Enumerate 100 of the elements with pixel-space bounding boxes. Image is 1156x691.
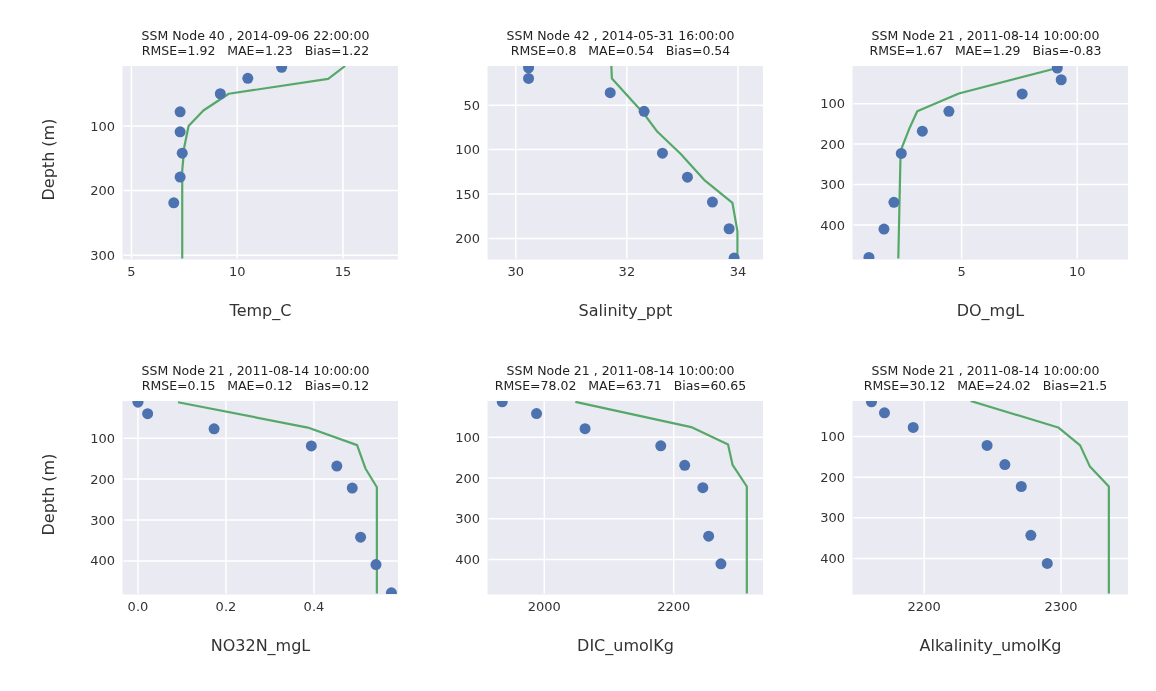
y-axis-title: Depth (m) <box>39 453 59 536</box>
x-tick-label: 30 <box>507 264 525 280</box>
x-tick-label: 0.4 <box>303 599 325 615</box>
point <box>174 106 186 118</box>
point <box>208 423 220 435</box>
chart-subtitle: RMSE=30.12 MAE=24.02 Bias=21.5 <box>862 378 1109 393</box>
x-axis-title: Salinity_ppt <box>577 301 674 320</box>
x-tick-label: 2300 <box>1044 599 1078 615</box>
point <box>305 440 317 452</box>
point <box>1015 481 1027 493</box>
y-tick-label: 100 <box>455 142 480 158</box>
point <box>907 421 919 433</box>
point <box>1041 557 1053 569</box>
point <box>981 439 993 451</box>
point <box>697 482 709 494</box>
x-tick-label: 0.0 <box>127 599 149 615</box>
point <box>174 126 186 138</box>
y-tick-label: 300 <box>820 177 845 193</box>
chart-subtitle: RMSE=78.02 MAE=63.71 Bias=60.65 <box>493 378 748 393</box>
point <box>703 530 715 542</box>
point <box>656 147 668 159</box>
x-tick-label: 0.2 <box>215 599 237 615</box>
x-tick-label: 34 <box>729 264 747 280</box>
x-tick-label: 15 <box>334 264 352 280</box>
x-tick-label: 2200 <box>907 599 941 615</box>
point <box>878 223 890 235</box>
y-tick-label: 300 <box>820 510 845 526</box>
point <box>638 105 650 117</box>
line-series <box>969 401 1110 594</box>
point <box>655 440 667 452</box>
y-tick-label: 400 <box>90 553 115 569</box>
y-tick-label: 200 <box>820 136 845 152</box>
point <box>242 72 254 84</box>
x-tick-label: 10 <box>228 264 246 280</box>
point <box>706 196 718 208</box>
point <box>346 482 358 494</box>
y-tick-label: 200 <box>90 471 115 487</box>
point <box>723 223 735 235</box>
y-tick-label: 300 <box>90 512 115 528</box>
line-series <box>176 401 378 594</box>
point <box>176 147 188 159</box>
x-tick-label: 10 <box>1068 264 1086 280</box>
point <box>916 125 928 137</box>
y-tick-label: 400 <box>455 552 480 568</box>
point <box>943 105 955 117</box>
x-tick-label: 2000 <box>527 599 561 615</box>
x-tick-label: 5 <box>127 264 136 280</box>
y-tick-label: 400 <box>820 551 845 567</box>
x-tick-label: 32 <box>618 264 636 280</box>
y-tick-label: 200 <box>90 183 115 199</box>
point <box>579 423 591 435</box>
y-tick-label: 150 <box>455 186 480 202</box>
point <box>895 147 907 159</box>
chart-title: SSM Node 21 , 2011-08-14 10:00:00 <box>870 28 1101 43</box>
y-tick-label: 200 <box>455 231 480 247</box>
chart-title: SSM Node 40 , 2014-09-06 22:00:00 <box>140 28 371 43</box>
point <box>331 460 343 472</box>
point <box>214 88 226 100</box>
chart-subtitle: RMSE=1.92 MAE=1.23 Bias=1.22 <box>140 43 371 58</box>
point <box>1016 88 1028 100</box>
x-axis-title: DO_mgL <box>955 301 1026 320</box>
y-tick-label: 200 <box>455 470 480 486</box>
point <box>999 459 1011 471</box>
point <box>168 197 180 209</box>
point <box>681 171 693 183</box>
chart-title: SSM Node 21 , 2011-08-14 10:00:00 <box>505 363 736 378</box>
y-tick-label: 100 <box>455 429 480 445</box>
point <box>370 559 382 571</box>
point <box>142 408 154 420</box>
point <box>174 171 186 183</box>
y-tick-label: 100 <box>90 430 115 446</box>
y-tick-label: 300 <box>90 247 115 263</box>
chart-title: SSM Node 21 , 2011-08-14 10:00:00 <box>140 363 371 378</box>
point <box>355 531 367 543</box>
y-tick-label: 200 <box>820 469 845 485</box>
point <box>523 72 535 84</box>
x-tick-label: 5 <box>957 264 966 280</box>
x-tick-label: 2200 <box>657 599 691 615</box>
line-series <box>574 401 748 594</box>
chart-title: SSM Node 21 , 2011-08-14 10:00:00 <box>870 363 1101 378</box>
point <box>715 558 727 570</box>
y-tick-label: 300 <box>455 511 480 527</box>
x-axis-title: Temp_C <box>228 301 293 320</box>
point <box>1055 74 1067 86</box>
chart-title: SSM Node 42 , 2014-05-31 16:00:00 <box>505 28 736 43</box>
point <box>1025 529 1037 541</box>
y-tick-label: 400 <box>820 217 845 233</box>
y-tick-label: 100 <box>90 118 115 134</box>
y-axis-title: Depth (m) <box>39 118 59 201</box>
point <box>679 459 691 471</box>
point <box>888 196 900 208</box>
point <box>878 407 890 419</box>
point <box>531 408 543 420</box>
y-tick-label: 100 <box>820 429 845 445</box>
y-tick-label: 50 <box>463 97 480 113</box>
y-tick-label: 100 <box>820 96 845 112</box>
point <box>604 87 616 99</box>
x-axis-title: Alkalinity_umolKg <box>918 636 1063 655</box>
chart-subtitle: RMSE=1.67 MAE=1.29 Bias=-0.83 <box>868 43 1103 58</box>
x-axis-title: DIC_umolKg <box>576 636 675 655</box>
